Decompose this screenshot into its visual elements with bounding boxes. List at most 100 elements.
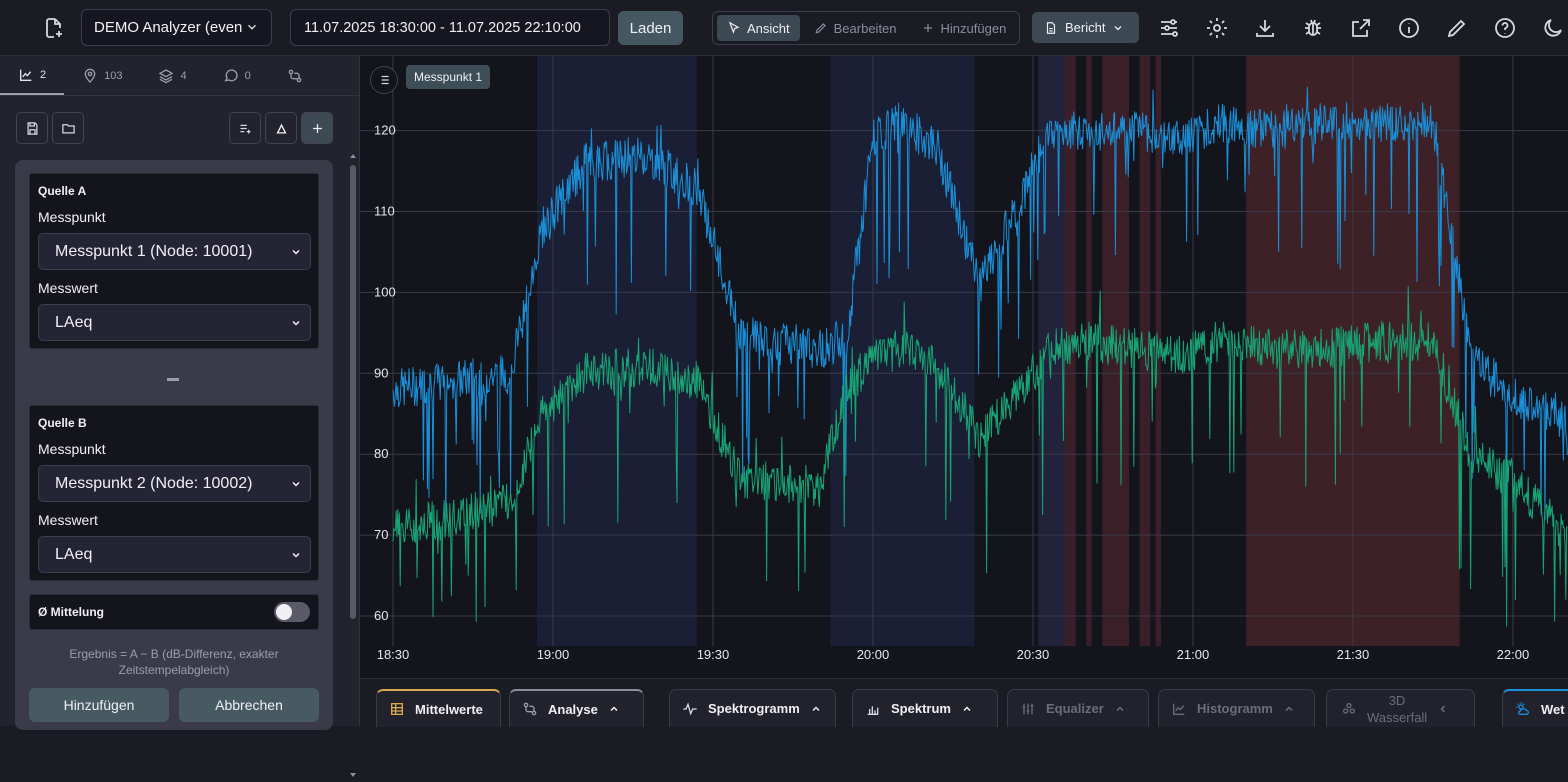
equalizer-icon (1022, 703, 1034, 714)
chevron-up-icon[interactable] (1283, 703, 1295, 715)
add-list-button[interactable] (229, 112, 261, 144)
mode-edit-label: Bearbeiten (833, 20, 897, 36)
list-icon (381, 75, 389, 85)
chevron-up-icon[interactable] (810, 703, 822, 715)
gear-icon[interactable] (1205, 16, 1229, 40)
averaging-toggle[interactable] (274, 602, 310, 622)
tab-mittelwerte[interactable]: Mittelwerte (376, 689, 501, 727)
date-range-value: 11.07.2025 18:30:00 - 11.07.2025 22:10:0… (304, 19, 581, 36)
chevron-down-icon (290, 317, 302, 329)
x-tick-label: 19:30 (697, 647, 730, 662)
tab-3d-wasserfall[interactable]: 3D Wasserfall (1326, 689, 1475, 727)
source-a-metric-select[interactable]: LAeq (38, 304, 311, 341)
sidebar-tab-points[interactable]: 103 (64, 56, 140, 95)
chevron-down-icon (290, 549, 302, 561)
chevron-down-icon (290, 246, 302, 258)
wave-icon (683, 701, 697, 716)
source-b-title: Quelle B (38, 416, 87, 430)
tab-label: Histogramm (1197, 701, 1273, 716)
source-b-point-label: Messpunkt (38, 441, 106, 457)
layers-icon (159, 68, 174, 83)
time-series-chart[interactable]: 60 70 80 90 100 110 120 18:30 19:00 19:30 20:00 20… (360, 56, 1568, 678)
averaging-row: Ø Mittelung (29, 594, 319, 630)
delta-button[interactable] (265, 112, 297, 144)
sidebar-tab-charts[interactable]: 2 (0, 56, 65, 95)
result-note: Ergebnis = A − B (dB-Differenz, exakter … (69, 647, 279, 677)
x-tick-label: 21:00 (1177, 647, 1210, 662)
source-a-box: Quelle A Messpunkt Messpunkt 1 (Node: 10… (29, 173, 319, 349)
info-icon[interactable] (1397, 16, 1421, 40)
difference-panel: Quelle A Messpunkt Messpunkt 1 (Node: 10… (15, 160, 333, 730)
legend-chip[interactable]: Messpunkt 1 (406, 65, 491, 89)
mode-view-button[interactable]: Ansicht (717, 15, 800, 41)
series-line-b (392, 286, 1568, 627)
chevron-up-icon[interactable] (1114, 703, 1126, 715)
tab-analyse[interactable]: Analyse (509, 689, 644, 727)
load-button[interactable]: Laden (618, 11, 683, 45)
download-icon[interactable] (1253, 16, 1277, 40)
source-b-metric-select[interactable]: LAeq (38, 536, 311, 573)
mode-add-button[interactable]: Hinzufügen (911, 15, 1017, 41)
tab-label: Analyse (548, 701, 598, 717)
location-pin-icon (84, 68, 96, 83)
mode-add-label: Hinzufügen (940, 20, 1007, 36)
external-link-icon[interactable] (1349, 16, 1373, 40)
source-a-point-value: Messpunkt 1 (Node: 10001) (55, 242, 253, 260)
chat-icon (224, 68, 238, 82)
chevron-up-icon[interactable] (961, 703, 973, 715)
new-file-icon[interactable] (42, 16, 66, 40)
project-select[interactable]: DEMO Analyzer (even (81, 9, 272, 46)
source-a-title: Quelle A (38, 184, 87, 198)
sidebar-tabs: 2 103 4 0 (0, 56, 359, 96)
plus-icon (312, 123, 322, 133)
date-range-input[interactable]: 11.07.2025 18:30:00 - 11.07.2025 22:10:0… (290, 9, 610, 46)
moon-icon[interactable] (1541, 16, 1565, 40)
legend-toggle-button[interactable] (370, 66, 398, 94)
chevron-left-icon[interactable] (1437, 703, 1449, 715)
cursor-icon (728, 21, 740, 34)
source-a-point-select[interactable]: Messpunkt 1 (Node: 10001) (38, 233, 311, 270)
y-tick-label: 60 (374, 608, 388, 623)
add-series-button[interactable]: Hinzufügen (29, 688, 169, 722)
tab-histogramm[interactable]: Histogramm (1158, 689, 1315, 727)
source-b-metric-value: LAeq (55, 545, 93, 563)
x-tick-label: 21:30 (1337, 647, 1370, 662)
sidebar-scrollbar[interactable] (347, 153, 359, 782)
sidebar-tab-layers[interactable]: 4 (140, 56, 204, 95)
sidebar-tab-count: 103 (104, 69, 123, 82)
sidebar-tab-compare[interactable] (269, 56, 321, 95)
open-folder-button[interactable] (52, 112, 84, 144)
tab-spektrogramm[interactable]: Spektrogramm (669, 689, 836, 727)
add-button[interactable] (301, 112, 333, 144)
report-button[interactable]: Bericht (1032, 12, 1139, 43)
mode-edit-button[interactable]: Bearbeiten (804, 15, 907, 41)
source-a-metric-value: LAeq (55, 313, 93, 331)
tab-spektrum[interactable]: Spektrum (852, 689, 998, 727)
cancel-button[interactable]: Abbrechen (179, 688, 319, 722)
delta-icon (276, 123, 286, 133)
y-tick-label: 70 (374, 527, 388, 542)
chart-area[interactable]: 60 70 80 90 100 110 120 18:30 19:00 19:30 20:00 20… (360, 56, 1568, 678)
top-toolbar: DEMO Analyzer (even 11.07.2025 18:30:00 … (0, 0, 1568, 56)
sidebar-tab-comments[interactable]: 0 (205, 56, 269, 95)
bug-icon[interactable] (1301, 16, 1325, 40)
pencil-icon[interactable] (1445, 16, 1469, 40)
chevron-down-icon (245, 20, 259, 34)
tab-equalizer[interactable]: Equalizer (1007, 689, 1149, 727)
help-icon[interactable] (1493, 16, 1517, 40)
chevron-up-icon[interactable] (608, 703, 620, 715)
sidebar-tab-count: 2 (40, 68, 47, 81)
compare-icon (288, 69, 302, 82)
y-tick-label: 90 (374, 365, 388, 380)
series-line-a (392, 86, 1568, 530)
save-button[interactable] (16, 112, 48, 144)
sliders-icon[interactable] (1157, 16, 1181, 40)
list-add-icon (240, 124, 250, 133)
chevron-down-icon (290, 478, 302, 490)
source-b-point-select[interactable]: Messpunkt 2 (Node: 10002) (38, 465, 311, 502)
table-icon (391, 703, 403, 715)
shaded-range-4 (1086, 56, 1092, 646)
tab-wetter[interactable]: Wet (1502, 689, 1568, 727)
sidebar-tab-count: 4 (180, 69, 187, 82)
chart-icon (20, 69, 32, 81)
